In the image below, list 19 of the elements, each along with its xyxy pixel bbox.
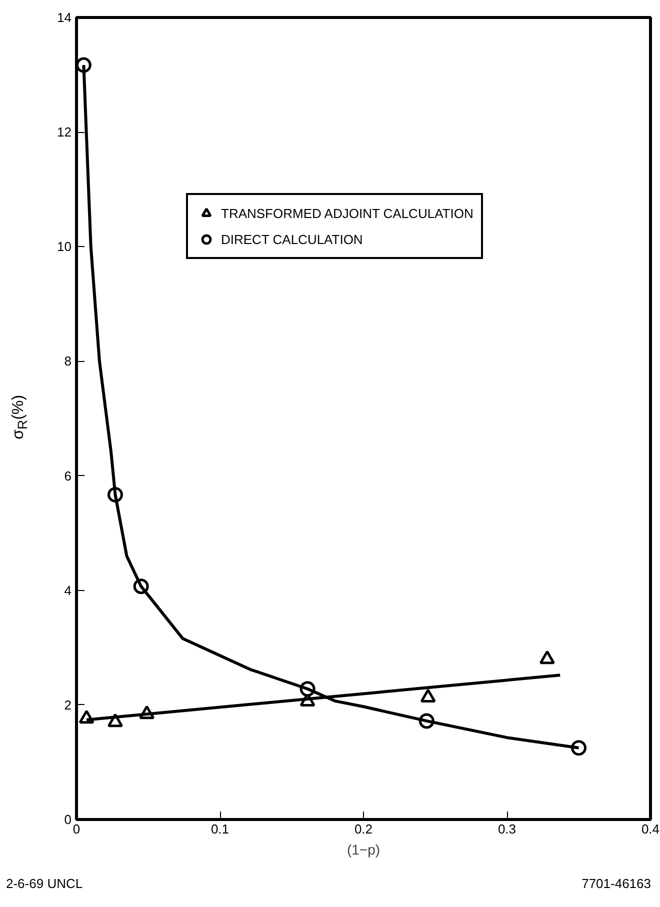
y-tick-label: 0 [64, 812, 72, 827]
legend-label: DIRECT CALCULATION [221, 232, 363, 246]
y-tick-label: 8 [64, 354, 72, 369]
x-tick-label: 0.2 [354, 822, 373, 836]
text: 7701-46163 [582, 875, 651, 893]
y-tick-label: 4 [64, 582, 72, 598]
x-tick-label: 0.1 [210, 822, 230, 836]
point [539, 650, 555, 664]
x-tick-label: 0.4 [641, 822, 660, 836]
y-tick-label: 10 [57, 239, 72, 254]
y-tick-label: 6 [64, 468, 72, 484]
y-tick-label: 14 [57, 10, 72, 25]
point [420, 688, 436, 702]
text: 2-6-69 UNCL [6, 875, 83, 893]
x-axis-title: (1−p) [346, 842, 380, 858]
y-tick-label: 2 [64, 697, 72, 712]
legend-label: TRANSFORMED ADJOINT CALCULATION [221, 206, 474, 220]
x-tick-label: 0.3 [498, 822, 516, 836]
y-tick-label: 12 [57, 124, 72, 140]
